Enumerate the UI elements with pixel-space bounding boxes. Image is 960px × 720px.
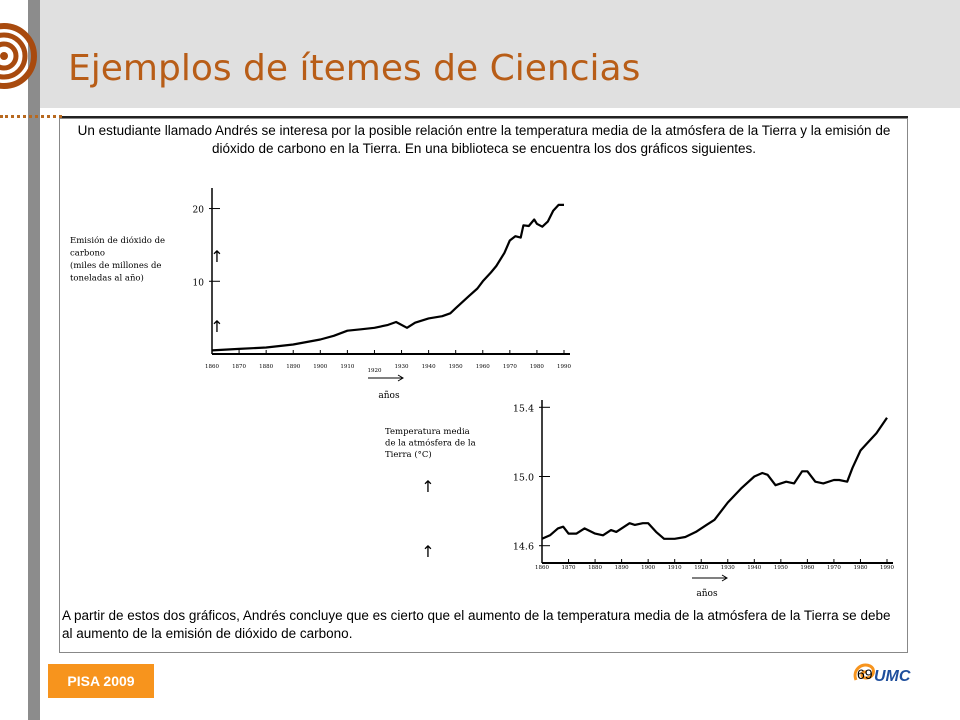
dotted-divider — [0, 115, 62, 118]
umc-swirl-icon — [853, 663, 875, 681]
page-number: 69 — [857, 666, 873, 682]
umc-logo-text: UMC — [874, 668, 911, 685]
pisa-badge: PISA 2009 — [48, 664, 154, 698]
slide-title: Ejemplos de ítemes de Ciencias — [68, 48, 641, 89]
intro-text: Un estudiante llamado Andrés se interesa… — [77, 123, 891, 156]
conclusion-text: A partir de estos dos gráficos, Andrés c… — [62, 608, 891, 641]
spiral-logo-icon — [0, 23, 37, 89]
header-background — [40, 0, 960, 108]
left-accent-bar — [28, 0, 40, 720]
content-frame — [59, 118, 908, 653]
header-rule — [62, 116, 908, 119]
